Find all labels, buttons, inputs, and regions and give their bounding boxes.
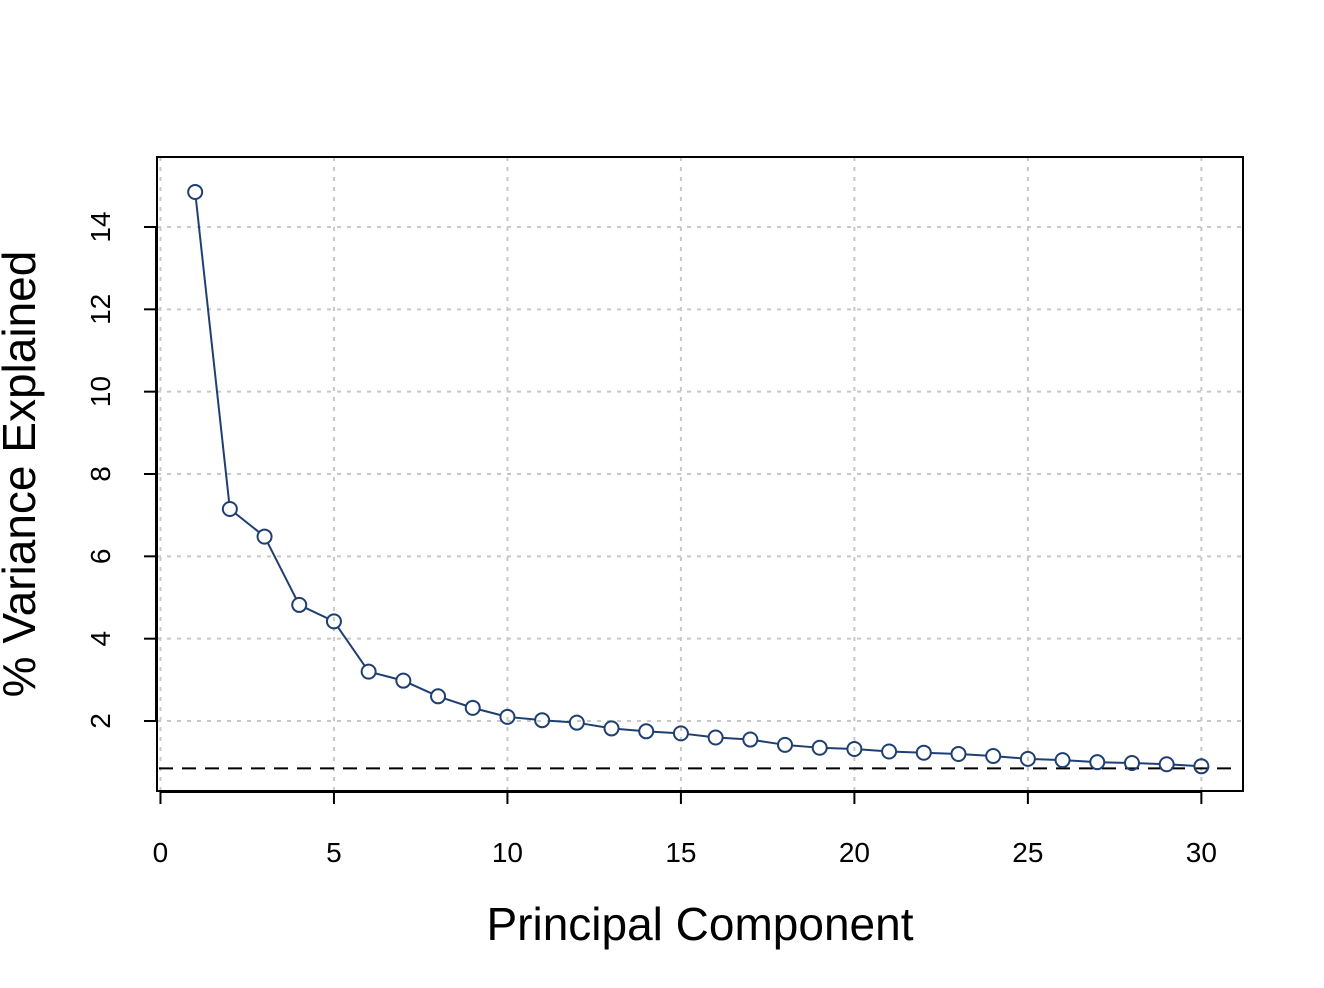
data-point — [777, 736, 794, 753]
grid-lines — [157, 157, 1243, 791]
y-tick-label: 14 — [85, 211, 116, 242]
data-point — [1123, 755, 1140, 772]
data-point — [638, 723, 655, 740]
data-point — [1089, 754, 1106, 771]
data-point — [360, 663, 377, 680]
data-point — [464, 699, 481, 716]
data-point — [950, 745, 967, 762]
data-point — [915, 744, 932, 761]
x-tick-label: 20 — [839, 837, 870, 868]
data-point — [221, 500, 238, 517]
y-axis-title: % Variance Explained — [0, 251, 45, 698]
data-point — [256, 528, 273, 545]
data-point — [1054, 752, 1071, 769]
y-tick-label: 2 — [85, 713, 116, 729]
x-tick-label: 30 — [1186, 837, 1217, 868]
x-axis: 0 5 10 15 20 25 30 — [153, 791, 1217, 868]
data-point — [1019, 750, 1036, 767]
series-line — [194, 198, 1195, 767]
data-point — [187, 183, 204, 200]
data-point — [325, 613, 342, 630]
x-tick-label: 25 — [1012, 837, 1043, 868]
data-point — [291, 596, 308, 613]
y-tick-label: 8 — [85, 466, 116, 482]
x-tick-label: 5 — [326, 837, 342, 868]
data-point — [846, 741, 863, 758]
y-tick-label: 10 — [85, 376, 116, 407]
y-axis: 2 4 6 8 10 12 14 — [85, 211, 157, 729]
y-tick-label: 6 — [85, 549, 116, 565]
data-point — [1158, 756, 1175, 773]
data-point — [603, 720, 620, 737]
data-point — [881, 743, 898, 760]
data-point — [430, 688, 447, 705]
data-point — [534, 712, 551, 729]
data-point — [1193, 758, 1210, 775]
x-tick-label: 0 — [153, 837, 169, 868]
x-tick-label: 15 — [665, 837, 696, 868]
data-point — [985, 748, 1002, 765]
y-tick-label: 12 — [85, 294, 116, 325]
x-tick-label: 10 — [492, 837, 523, 868]
data-points — [187, 183, 1210, 775]
y-tick-label: 4 — [85, 631, 116, 647]
data-point — [742, 731, 759, 748]
data-point — [568, 714, 585, 731]
data-point — [395, 672, 412, 689]
data-point — [499, 708, 516, 725]
data-point — [672, 725, 689, 742]
x-axis-title: Principal Component — [486, 898, 913, 950]
data-point — [811, 739, 828, 756]
data-point — [707, 729, 724, 746]
